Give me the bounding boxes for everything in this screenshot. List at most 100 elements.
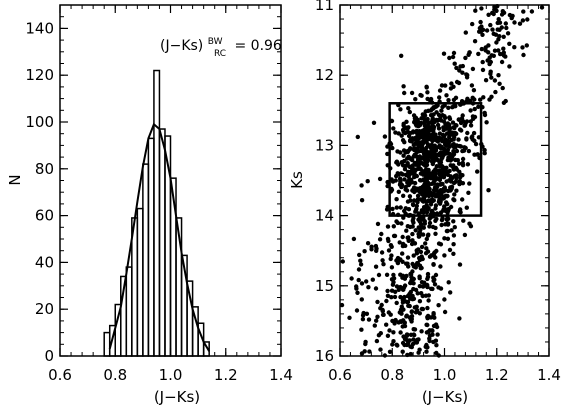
cmd-point — [433, 225, 438, 231]
cmd-point — [425, 155, 430, 161]
cmd-point — [448, 126, 453, 131]
cmd-point — [401, 287, 406, 292]
cmd-point — [385, 236, 391, 242]
cmd-point — [447, 247, 453, 253]
cmd-point — [369, 247, 374, 252]
cmd-point — [456, 137, 461, 142]
cmd-point — [410, 261, 415, 267]
cmd-point — [372, 323, 377, 328]
cmd-point — [472, 97, 477, 102]
cmd-point — [415, 196, 421, 202]
cmd-point — [414, 337, 420, 343]
cmd-point — [362, 249, 367, 254]
cmd-point — [374, 338, 380, 344]
cmd-point — [501, 100, 507, 106]
cmd-point — [493, 89, 498, 95]
cmd-point — [396, 320, 401, 325]
cmd-point — [467, 181, 472, 186]
cmd-point — [384, 207, 390, 212]
histogram-ticks — [59, 4, 282, 357]
cmd-point — [405, 235, 410, 240]
cmd-point — [435, 122, 441, 128]
cmd-point — [481, 95, 486, 100]
cmd-point — [443, 193, 448, 198]
cmd-point — [427, 336, 432, 341]
y-tick-label: 13 — [315, 136, 334, 154]
cmd-point — [436, 241, 442, 246]
cmd-point — [521, 52, 526, 58]
cmd-point — [401, 148, 407, 153]
cmd-point — [492, 7, 497, 12]
cmd-point — [379, 302, 384, 308]
cmd-point — [406, 292, 412, 297]
cmd-point — [436, 303, 441, 308]
cmd-point — [460, 63, 465, 69]
cmd-point — [432, 277, 437, 282]
cmd-point — [409, 344, 414, 350]
cmd-point — [488, 22, 493, 28]
cmd-point — [402, 167, 408, 172]
cmd-point — [443, 170, 448, 176]
cmd-point — [426, 128, 431, 133]
cmd-point — [393, 289, 398, 294]
cmd-point — [425, 151, 431, 156]
cmd-point — [404, 228, 409, 233]
cmd-point — [357, 252, 362, 258]
cmd-point — [463, 30, 468, 35]
cmd-point — [472, 152, 477, 157]
cmd-point — [500, 85, 505, 91]
cmd-point — [373, 264, 379, 269]
cmd-point — [444, 200, 449, 205]
cmd-point — [386, 310, 391, 315]
cmd-point — [395, 255, 401, 261]
cmd-point — [451, 97, 457, 103]
cmd-point — [428, 198, 433, 204]
cmd-point — [406, 106, 411, 111]
cmd-point — [410, 167, 415, 172]
cmd-point — [414, 146, 420, 151]
cmd-point — [375, 221, 381, 227]
cmd-point — [450, 105, 455, 110]
cmd-point — [464, 205, 469, 210]
cmd-point — [390, 145, 395, 151]
cmd-point — [399, 311, 404, 316]
cmd-point — [428, 143, 434, 148]
cmd-point — [470, 66, 476, 72]
cmd-point — [364, 279, 369, 284]
cmd-point — [417, 311, 422, 316]
cmd-ylabel: Ks — [288, 171, 306, 189]
cmd-point — [405, 156, 410, 161]
cmd-point — [410, 188, 415, 193]
cmd-point — [496, 73, 501, 78]
cmd-point — [384, 298, 389, 304]
cmd-point — [444, 143, 449, 148]
cmd-point — [451, 50, 457, 56]
cmd-point — [395, 260, 401, 266]
cmd-point — [460, 173, 465, 178]
y-tick-label: 11 — [315, 0, 334, 14]
cmd-point — [405, 332, 410, 337]
cmd-plot-frame — [339, 4, 550, 357]
cmd-point — [394, 300, 399, 306]
cmd-tick-labels: 0.6 0.8 1.0 1.2 1.4 11 12 13 14 15 16 — [315, 0, 561, 384]
cmd-point — [454, 131, 459, 136]
cmd-point — [489, 75, 494, 80]
cmd-point — [380, 258, 385, 263]
cmd-point — [420, 187, 425, 192]
cmd-point — [425, 282, 430, 288]
cmd-point — [419, 208, 425, 213]
cmd-point — [413, 228, 418, 233]
cmd-point — [419, 329, 424, 334]
cmd-point — [431, 253, 437, 258]
cmd-point — [431, 129, 436, 134]
cmd-point — [449, 176, 454, 181]
cmd-point — [457, 209, 462, 214]
cmd-point — [419, 160, 424, 166]
cmd-point — [482, 110, 487, 116]
cmd-point — [354, 308, 360, 313]
cmd-point — [438, 264, 443, 269]
gaussian-fit-line — [108, 122, 211, 352]
cmd-point — [390, 206, 395, 212]
cmd-point — [525, 17, 530, 22]
cmd-point — [462, 145, 467, 150]
